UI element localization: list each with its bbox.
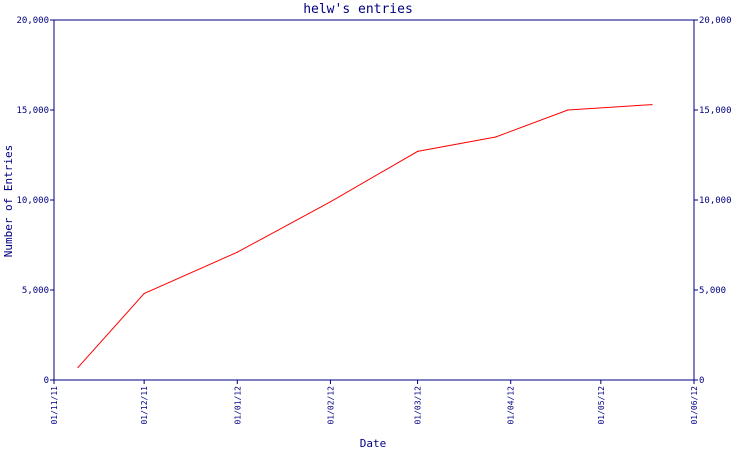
y-tick-label-right: 20,000 (699, 16, 732, 26)
data-point (329, 201, 331, 203)
data-point (417, 150, 419, 152)
y-tick-label-right: 15,000 (699, 106, 732, 116)
y-axis-title: Number of Entries (2, 145, 15, 258)
y-tick-label-right: 0 (699, 376, 704, 386)
data-point (143, 293, 145, 295)
data-point (651, 104, 653, 106)
x-tick-label: 01/01/12 (233, 386, 242, 425)
x-tick-label: 01/04/12 (507, 386, 516, 425)
y-tick-label-left: 20,000 (16, 16, 49, 26)
data-point (567, 109, 569, 111)
y-tick-label-left: 0 (44, 376, 49, 386)
x-tick-label: 01/02/12 (326, 386, 335, 425)
y-tick-label-left: 10,000 (16, 196, 49, 206)
x-axis-title: Date (360, 437, 387, 450)
series-line (77, 104, 652, 368)
chart-title: helw's entries (303, 2, 413, 17)
x-tick-label: 01/12/11 (140, 386, 149, 425)
data-point (495, 136, 497, 138)
y-tick-label-left: 15,000 (16, 106, 49, 116)
x-tick-label: 01/06/12 (690, 386, 699, 425)
data-point (77, 366, 79, 368)
plot-frame (53, 19, 695, 381)
y-tick-label-right: 10,000 (699, 196, 732, 206)
data-point (236, 251, 238, 253)
x-tick-label: 01/11/11 (50, 386, 59, 425)
series-layer (77, 104, 653, 368)
x-tick-label: 01/05/12 (597, 386, 606, 425)
y-tick-label-right: 5,000 (699, 286, 726, 296)
axis-ticks: 0 0 5,000 5,000 10,000 10,000 15,000 15,000 20,0… (16, 16, 731, 425)
y-tick-label-left: 5,000 (22, 286, 49, 296)
x-tick-label: 01/03/12 (414, 386, 423, 425)
